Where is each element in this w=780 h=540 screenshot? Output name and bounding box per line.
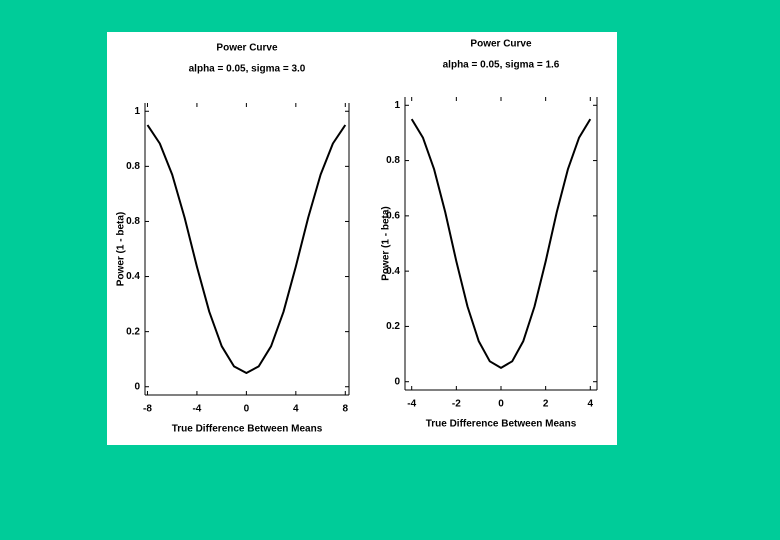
- x-tick-label: -2: [452, 399, 461, 410]
- y-tick-label: 0: [394, 376, 400, 387]
- y-tick-label: 0.4: [126, 271, 140, 282]
- y-tick-label: 0.8: [126, 216, 140, 227]
- x-tick-label: 8: [343, 404, 349, 415]
- y-tick-label: 0.8: [126, 161, 140, 172]
- y-axis-label: Power (1 - beta): [116, 212, 127, 286]
- y-tick-label: 0.4: [386, 266, 400, 277]
- y-tick-label: 0.2: [126, 326, 140, 337]
- y-tick-label: 0.8: [386, 155, 400, 166]
- x-axis-label: True Difference Between Means: [426, 419, 577, 430]
- x-tick-label: 0: [498, 399, 504, 410]
- x-tick-label: 4: [588, 399, 594, 410]
- chart-subtitle: alpha = 0.05, sigma = 3.0: [189, 64, 306, 75]
- y-tick-label: 1: [134, 106, 140, 117]
- x-tick-label: -8: [143, 404, 152, 415]
- x-tick-label: -4: [192, 404, 201, 415]
- x-axis-label: True Difference Between Means: [172, 424, 323, 435]
- chart-subtitle: alpha = 0.05, sigma = 1.6: [443, 60, 560, 71]
- y-axis-label: Power (1 - beta): [381, 206, 392, 280]
- chart-title: Power Curve: [216, 43, 278, 54]
- panel: [107, 32, 617, 445]
- chart-title: Power Curve: [470, 39, 532, 50]
- y-tick-label: 0.6: [386, 210, 400, 221]
- x-tick-label: 4: [293, 404, 299, 415]
- x-tick-label: -4: [407, 399, 416, 410]
- x-tick-label: 0: [244, 404, 250, 415]
- y-tick-label: 0: [134, 381, 140, 392]
- x-tick-label: 2: [543, 399, 549, 410]
- y-tick-label: 1: [394, 100, 400, 111]
- power-curve: [410, 118, 592, 369]
- power-curve: [146, 124, 347, 374]
- y-tick-label: 0.2: [386, 321, 400, 332]
